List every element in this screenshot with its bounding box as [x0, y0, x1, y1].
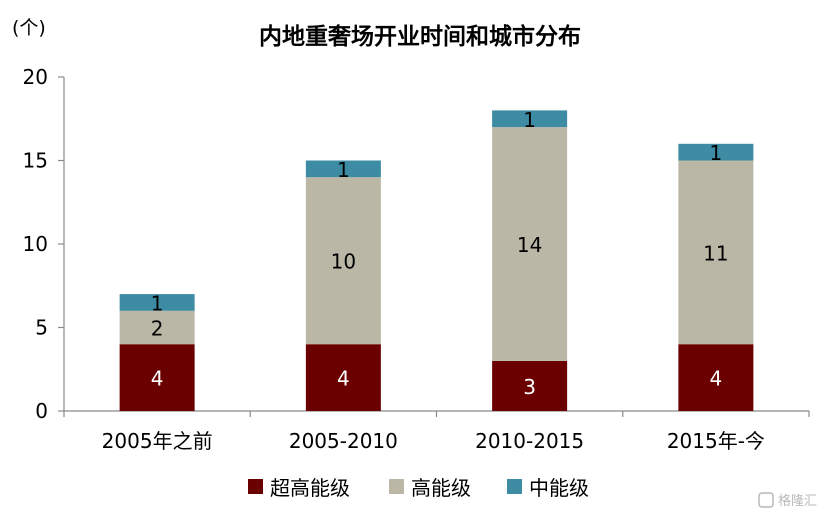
- bar-segment: [492, 110, 568, 128]
- data-label: 4: [337, 367, 350, 391]
- bar-segment: [119, 344, 195, 411]
- chart-title: 内地重奢场开业时间和城市分布: [259, 23, 581, 50]
- data-label: 1: [523, 108, 536, 132]
- category-label: 2005-2010: [289, 429, 398, 453]
- y-axis-unit: (个): [12, 17, 46, 39]
- legend: 超高能级 高能级 中能级: [248, 476, 589, 500]
- data-label: 3: [523, 375, 536, 399]
- bar-segment: [678, 143, 754, 161]
- legend-label: 中能级: [529, 476, 589, 500]
- legend-label: 超高能级: [270, 476, 350, 500]
- category-label: 2010-2015: [475, 429, 584, 453]
- legend-label: 高能级: [411, 476, 471, 500]
- data-label: 11: [703, 241, 728, 265]
- y-tick-label: 20: [23, 65, 48, 89]
- data-label: 1: [151, 291, 164, 315]
- y-tick-label: 5: [35, 316, 48, 340]
- data-label: 10: [331, 250, 356, 274]
- category-label: 2005年之前: [102, 429, 213, 453]
- y-tick-label: 15: [23, 149, 48, 173]
- legend-swatch: [389, 479, 404, 494]
- y-tick-label: 10: [23, 232, 48, 256]
- category-label: 2015年-今: [667, 429, 765, 453]
- data-label: 4: [710, 367, 723, 391]
- bar-segment: [305, 160, 381, 178]
- legend-swatch: [248, 479, 263, 494]
- bar-segment: [305, 344, 381, 411]
- data-label: 1: [710, 141, 723, 165]
- data-label: 2: [151, 317, 164, 341]
- data-label: 4: [151, 367, 164, 391]
- bar-segment: [678, 344, 754, 411]
- watermark-text: 格隆汇: [778, 493, 817, 509]
- bar-segment: [305, 177, 381, 345]
- bar-segment: [119, 294, 195, 311]
- legend-swatch: [507, 479, 522, 494]
- y-tick-label: 0: [35, 399, 48, 423]
- data-label: 14: [517, 233, 542, 257]
- bar-segment: [492, 360, 568, 411]
- bars: 4212005年之前41012005-201031412010-20154111…: [102, 108, 765, 453]
- bar-segment: [492, 127, 568, 361]
- bar-segment: [119, 310, 195, 345]
- gelonghui-logo-icon: [758, 492, 774, 508]
- bar-segment: [678, 160, 754, 345]
- watermark: 格隆汇: [758, 492, 817, 509]
- data-label: 1: [337, 158, 350, 182]
